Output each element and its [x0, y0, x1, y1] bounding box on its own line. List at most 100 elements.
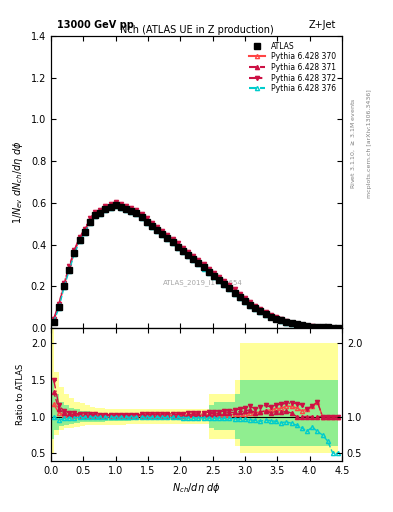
- Bar: [255, 343, 261, 454]
- Bar: [178, 409, 183, 424]
- Bar: [276, 379, 281, 446]
- Bar: [188, 409, 193, 424]
- Bar: [198, 414, 204, 420]
- Bar: [292, 343, 297, 454]
- Bar: [230, 402, 235, 430]
- Bar: [224, 402, 230, 430]
- Bar: [85, 411, 90, 422]
- Bar: [230, 394, 235, 439]
- Bar: [261, 343, 266, 454]
- Bar: [333, 379, 338, 446]
- Bar: [261, 379, 266, 446]
- Bar: [198, 409, 204, 424]
- Bar: [328, 343, 333, 454]
- Bar: [59, 387, 64, 430]
- Bar: [105, 414, 110, 421]
- Bar: [54, 372, 59, 435]
- Bar: [240, 343, 245, 454]
- Bar: [318, 343, 323, 454]
- Bar: [240, 379, 245, 446]
- Bar: [333, 343, 338, 454]
- Bar: [302, 379, 307, 446]
- Bar: [173, 414, 178, 420]
- Bar: [219, 402, 224, 430]
- Bar: [255, 379, 261, 446]
- Bar: [152, 409, 157, 424]
- Bar: [141, 414, 147, 420]
- Bar: [48, 328, 54, 454]
- Bar: [219, 394, 224, 439]
- Y-axis label: $1/N_{ev}\ dN_{ch}/d\eta\ d\phi$: $1/N_{ev}\ dN_{ch}/d\eta\ d\phi$: [11, 140, 25, 224]
- Y-axis label: Ratio to ATLAS: Ratio to ATLAS: [16, 364, 25, 425]
- Bar: [286, 379, 292, 446]
- Bar: [162, 414, 167, 420]
- Bar: [59, 402, 64, 426]
- Bar: [302, 343, 307, 454]
- Bar: [204, 414, 209, 420]
- Bar: [318, 379, 323, 446]
- Bar: [126, 414, 131, 421]
- Bar: [69, 398, 74, 428]
- Bar: [235, 379, 240, 446]
- Bar: [323, 379, 328, 446]
- Bar: [204, 409, 209, 424]
- Bar: [183, 414, 188, 420]
- Bar: [100, 409, 105, 424]
- Bar: [121, 409, 126, 424]
- Bar: [141, 409, 147, 424]
- Bar: [152, 414, 157, 420]
- Bar: [69, 408, 74, 424]
- Bar: [157, 409, 162, 424]
- Text: Z+Jet: Z+Jet: [309, 20, 336, 30]
- Bar: [157, 414, 162, 420]
- Bar: [250, 379, 255, 446]
- Bar: [116, 414, 121, 421]
- Bar: [297, 343, 302, 454]
- Bar: [178, 414, 183, 420]
- Bar: [64, 394, 69, 429]
- Bar: [214, 402, 219, 430]
- Bar: [48, 379, 54, 439]
- Bar: [95, 408, 100, 425]
- Legend: ATLAS, Pythia 6.428 370, Pythia 6.428 371, Pythia 6.428 372, Pythia 6.428 376: ATLAS, Pythia 6.428 370, Pythia 6.428 37…: [247, 39, 338, 95]
- Bar: [79, 411, 85, 422]
- Bar: [235, 394, 240, 439]
- Bar: [297, 379, 302, 446]
- X-axis label: $N_{ch}/d\eta\ d\phi$: $N_{ch}/d\eta\ d\phi$: [172, 481, 221, 495]
- Bar: [90, 412, 95, 422]
- Bar: [245, 379, 250, 446]
- Bar: [209, 394, 214, 439]
- Bar: [224, 394, 230, 439]
- Bar: [209, 406, 214, 428]
- Bar: [95, 413, 100, 422]
- Bar: [110, 414, 116, 421]
- Bar: [250, 343, 255, 454]
- Bar: [328, 379, 333, 446]
- Bar: [136, 409, 141, 424]
- Bar: [105, 409, 110, 424]
- Bar: [266, 379, 271, 446]
- Bar: [286, 343, 292, 454]
- Bar: [90, 407, 95, 425]
- Bar: [167, 414, 173, 420]
- Bar: [126, 409, 131, 424]
- Bar: [110, 409, 116, 424]
- Bar: [271, 343, 276, 454]
- Bar: [131, 409, 136, 424]
- Bar: [147, 414, 152, 420]
- Bar: [281, 379, 286, 446]
- Text: 13000 GeV pp: 13000 GeV pp: [57, 20, 134, 30]
- Bar: [64, 404, 69, 424]
- Bar: [79, 403, 85, 426]
- Text: ATLAS_2019_I1736654: ATLAS_2019_I1736654: [162, 279, 242, 286]
- Title: Nch (ATLAS UE in Z production): Nch (ATLAS UE in Z production): [119, 25, 274, 35]
- Bar: [271, 379, 276, 446]
- Bar: [162, 409, 167, 424]
- Text: mcplots.cern.ch [arXiv:1306.3436]: mcplots.cern.ch [arXiv:1306.3436]: [367, 89, 373, 198]
- Bar: [173, 409, 178, 424]
- Bar: [292, 379, 297, 446]
- Bar: [307, 379, 312, 446]
- Text: Rivet 3.1.10, $\geq$ 3.1M events: Rivet 3.1.10, $\geq$ 3.1M events: [350, 98, 357, 189]
- Bar: [183, 409, 188, 424]
- Bar: [266, 343, 271, 454]
